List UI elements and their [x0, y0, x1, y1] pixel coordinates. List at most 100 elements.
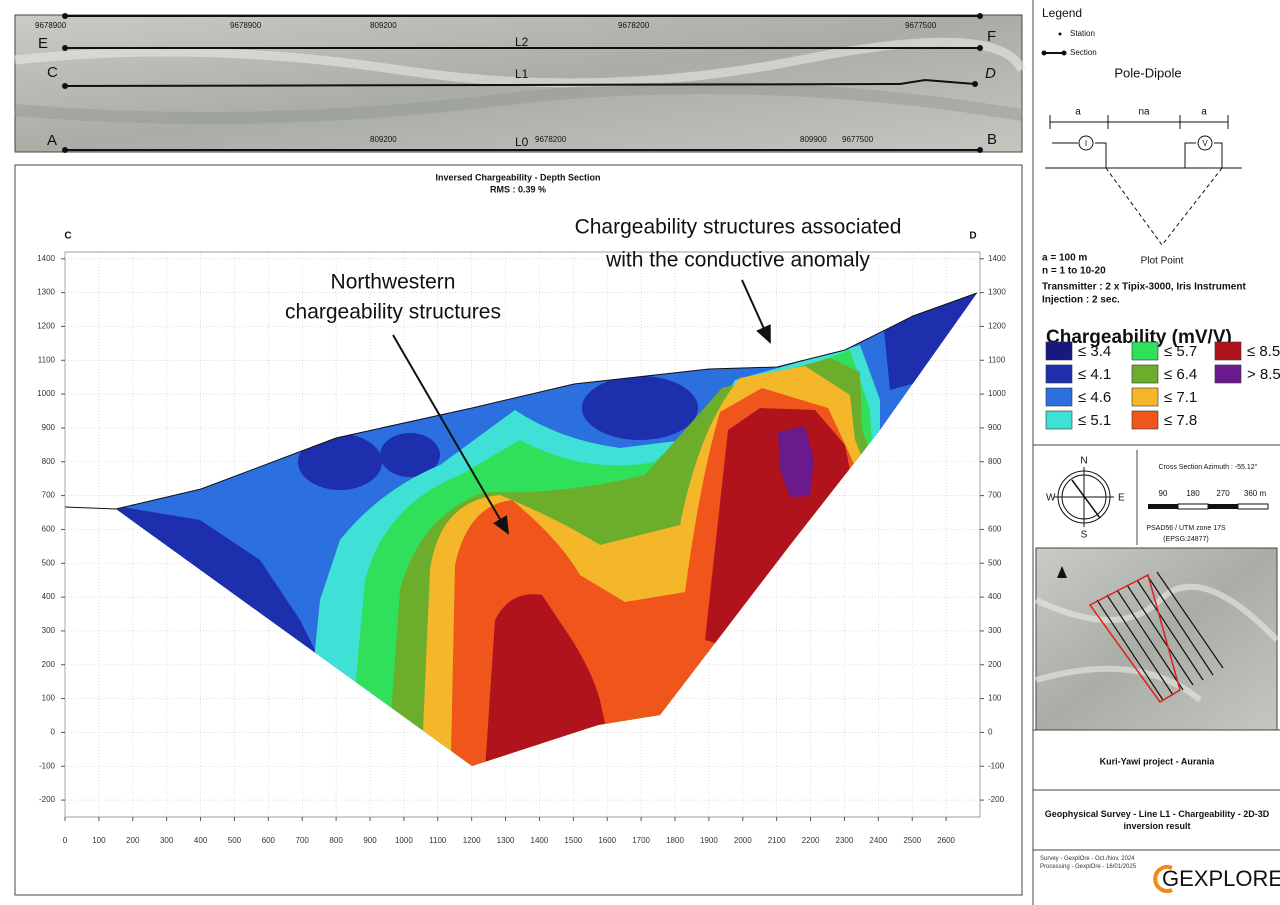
- class-label: > 8.5: [1247, 366, 1280, 383]
- zone-4-1: [298, 434, 382, 490]
- end-label: D: [985, 65, 996, 82]
- scale-bar: [1237, 503, 1269, 510]
- y-tick-label: 1100: [988, 355, 1006, 364]
- class-label: ≤ 7.1: [1164, 389, 1197, 406]
- end-label: E: [38, 35, 48, 52]
- class-label: ≤ 5.1: [1078, 412, 1111, 429]
- coord-label: 809200: [370, 21, 397, 30]
- y-tick-label: 600: [42, 525, 56, 534]
- scale-label: 360 m: [1244, 489, 1267, 498]
- coord-label: 9678200: [535, 135, 567, 144]
- survey-credit: Survey - GexplOre - Oct./Nov. 2024: [1040, 856, 1135, 862]
- compass-label: N: [1080, 456, 1087, 467]
- survey-title-box: Geophysical Survey - Line L1 - Chargeabi…: [1044, 809, 1270, 831]
- scale-label: 90: [1159, 489, 1168, 498]
- footer-text: Survey - GexplOre - Oct./Nov. 2024 Proce…: [1040, 855, 1140, 871]
- section-symbol: [1041, 50, 1047, 56]
- x-tick-label: 1600: [598, 836, 616, 845]
- class-label: ≤ 8.5: [1247, 343, 1280, 360]
- x-tick-label: 2100: [768, 836, 786, 845]
- end-label: F: [987, 28, 996, 45]
- logo: GEXPLORE: [1162, 866, 1280, 891]
- class-label: ≤ 3.4: [1078, 343, 1111, 360]
- y-tick-label: -100: [39, 761, 56, 770]
- y-tick-label: 300: [988, 626, 1002, 635]
- x-tick-label: 2500: [903, 836, 921, 845]
- section-title: Inversed Chargeability - Depth Section: [435, 172, 600, 182]
- coord-label: 9677500: [905, 21, 937, 30]
- end-label: A: [47, 132, 57, 149]
- array-title: Pole-Dipole: [1114, 65, 1181, 80]
- annotation: Chargeability structures associated: [575, 216, 902, 239]
- x-tick-label: 2600: [937, 836, 955, 845]
- compass-label: S: [1081, 530, 1088, 541]
- x-tick-label: 1900: [700, 836, 718, 845]
- legend-item: Station: [1070, 29, 1095, 38]
- x-tick-label: 600: [262, 836, 276, 845]
- logo-mark: [1153, 865, 1173, 893]
- y-tick-label: 300: [42, 626, 56, 635]
- y-tick-label: 1300: [988, 288, 1006, 297]
- diagram-label: Plot Point: [1141, 256, 1184, 267]
- scale-label: 180: [1186, 489, 1200, 498]
- coord-label: 809200: [370, 135, 397, 144]
- y-tick-label: 700: [988, 491, 1002, 500]
- y-tick-label: 200: [988, 660, 1002, 669]
- x-tick-label: 1300: [497, 836, 515, 845]
- diagram-label: a: [1075, 107, 1081, 118]
- inset-lines: [1096, 571, 1224, 701]
- class-swatch: [1214, 341, 1242, 361]
- y-tick-label: 0: [988, 728, 993, 737]
- annotation-arrow: [741, 279, 771, 344]
- x-tick-label: 2300: [836, 836, 854, 845]
- footer-box: Survey - GexplOre - Oct./Nov. 2024 Proce…: [1040, 855, 1140, 871]
- x-tick-label: 200: [126, 836, 140, 845]
- azimuth: Cross Section Azimuth : -55.12°: [1159, 463, 1258, 471]
- class-swatch: [1214, 364, 1242, 384]
- crs: (EPSG:24877): [1163, 536, 1209, 543]
- y-tick-label: 100: [42, 694, 56, 703]
- zone-4-1: [380, 433, 440, 477]
- x-tick-label: 2200: [802, 836, 820, 845]
- coord-label: 809900: [800, 135, 827, 144]
- y-tick-label: 900: [988, 423, 1002, 432]
- azimuth-arrow: [1071, 479, 1101, 519]
- x-tick-label: 1800: [666, 836, 684, 845]
- x-tick-label: 1700: [632, 836, 650, 845]
- y-tick-label: -200: [988, 795, 1005, 804]
- class-swatch: [1131, 387, 1159, 407]
- legend-item: Section: [1070, 48, 1097, 57]
- zone-4-1: [582, 376, 698, 440]
- y-tick-label: 1400: [988, 254, 1006, 263]
- y-tick-label: 1100: [38, 355, 56, 364]
- section-end: C: [64, 231, 71, 242]
- y-tick-label: 1000: [988, 389, 1006, 398]
- y-tick-label: 700: [42, 491, 56, 500]
- y-tick-label: 200: [42, 660, 56, 669]
- crs: PSAD56 / UTM zone 17S: [1146, 525, 1226, 532]
- x-tick-label: 500: [228, 836, 242, 845]
- class-label: ≤ 4.6: [1078, 389, 1111, 406]
- coord-label: 9678900: [35, 21, 67, 30]
- coord-label: 9677500: [842, 135, 874, 144]
- section-end: D: [969, 231, 976, 242]
- parameter: a = 100 m: [1042, 253, 1087, 264]
- class-swatch: [1131, 364, 1159, 384]
- scale-label: 270: [1216, 489, 1230, 498]
- annotation: chargeability structures: [285, 301, 501, 324]
- parameter: n = 1 to 10-20: [1042, 266, 1106, 277]
- x-tick-label: 1100: [429, 836, 447, 845]
- location-strip: E F C D A B L2 L1 L0 9678900 809200 9678…: [14, 13, 1027, 153]
- y-tick-label: 1200: [37, 322, 55, 331]
- scale-title: Chargeability (mV/V): [1046, 327, 1232, 348]
- y-tick-label: 400: [988, 592, 1002, 601]
- y-tick-label: 500: [42, 558, 56, 567]
- survey-title: Geophysical Survey - Line L1 - Chargeabi…: [1044, 809, 1270, 831]
- annotation-arrow: [392, 334, 510, 535]
- class-label: ≤ 6.4: [1164, 366, 1197, 383]
- inset-north: [1057, 566, 1067, 578]
- y-tick-label: 0: [51, 728, 56, 737]
- class-swatch: [1131, 410, 1159, 430]
- class-list: ≤ 3.4 ≤ 4.1 ≤ 4.6 ≤ 5.1 ≤ 5.7 ≤ 6.4 ≤ 7.1 ≤ 7.8…: [1045, 341, 1280, 430]
